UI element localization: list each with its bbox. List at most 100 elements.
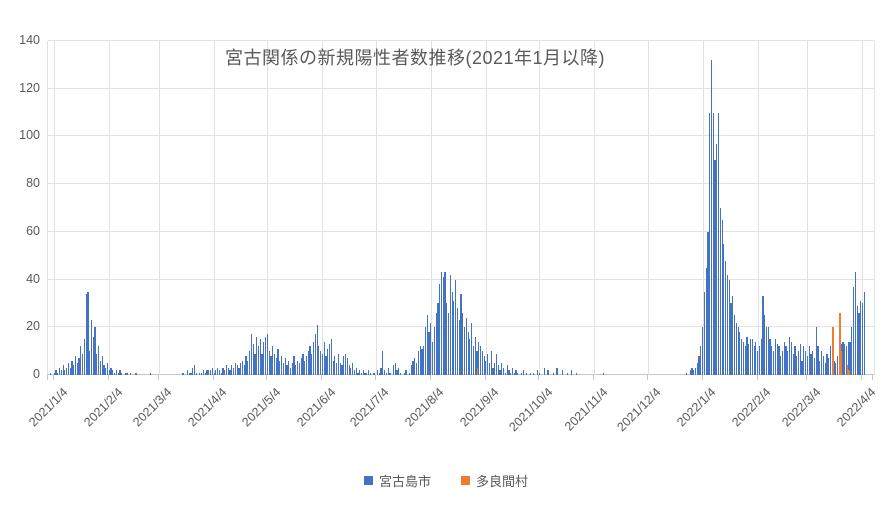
bar-miyakojima <box>710 60 713 375</box>
bar-miyakojima <box>822 355 824 375</box>
bar-miyakojima <box>341 365 343 375</box>
bar-miyakojima <box>774 339 776 375</box>
bar-miyakojima <box>749 339 752 375</box>
bar-miyakojima <box>256 336 258 375</box>
gridline-x <box>430 41 432 375</box>
bar-miyakojima <box>227 367 229 375</box>
y-axis-tick-label: 140 <box>19 33 40 47</box>
gridline-y <box>48 278 874 280</box>
bar-tarama <box>477 367 479 375</box>
bar-miyakojima <box>360 372 363 375</box>
bar-miyakojima <box>765 327 768 375</box>
bar-miyakojima <box>224 370 226 375</box>
x-axis-tick <box>593 375 595 380</box>
bar-miyakojima <box>272 346 274 375</box>
bar-miyakojima <box>826 353 828 375</box>
bar-miyakojima <box>552 372 554 375</box>
bar-miyakojima <box>465 317 467 375</box>
bar-miyakojima <box>462 312 464 375</box>
bar-miyakojima <box>108 370 110 375</box>
bar-miyakojima <box>449 274 451 375</box>
bar-miyakojima <box>316 324 318 375</box>
gridline-x <box>54 41 56 375</box>
bar-miyakojima <box>829 346 832 375</box>
bar-miyakojima <box>204 372 206 375</box>
bar-miyakojima <box>83 339 85 375</box>
x-axis-tick <box>321 375 323 380</box>
bar-miyakojima <box>801 360 803 375</box>
bar-miyakojima <box>249 351 251 375</box>
bar-miyakojima <box>300 358 302 375</box>
bar-miyakojima <box>792 353 794 375</box>
bar-miyakojima <box>520 372 522 375</box>
bar-tarama <box>848 370 850 375</box>
bar-miyakojima <box>430 322 432 375</box>
legend-swatch-icon <box>461 475 470 485</box>
bar-miyakojima <box>328 344 331 375</box>
bar-tarama <box>839 312 841 375</box>
bar-miyakojima <box>602 372 604 375</box>
gridline-x <box>375 41 377 375</box>
y-axis-tick-label: 60 <box>26 223 40 238</box>
bar-miyakojima <box>821 351 823 375</box>
bar-miyakojima <box>357 372 359 375</box>
bar-miyakojima <box>833 360 835 375</box>
bar-miyakojima <box>467 332 469 375</box>
bar-miyakojima <box>817 346 819 375</box>
x-axis-tick <box>538 375 540 380</box>
bar-miyakojima <box>241 360 244 375</box>
bar-miyakojima <box>471 322 473 375</box>
bar-miyakojima <box>803 346 805 375</box>
bar-miyakojima <box>314 334 316 375</box>
bar-miyakojima <box>385 372 387 375</box>
bar-miyakojima <box>225 365 228 375</box>
chart-title: 宮古関係の新規陽性者数推移(2021年1月以降) <box>224 48 606 68</box>
bar-miyakojima <box>700 346 702 375</box>
bar-miyakojima <box>149 372 151 375</box>
bar-miyakojima <box>320 351 322 375</box>
bar-miyakojima <box>295 365 297 375</box>
x-axis-tick-label: 2021/3/4 <box>130 385 175 430</box>
bar-miyakojima <box>723 243 725 375</box>
bar-miyakojima <box>71 360 73 375</box>
bar-miyakojima <box>444 272 446 375</box>
x-axis-tick-label: 2021/9/4 <box>457 385 502 430</box>
bar-miyakojima <box>350 367 352 375</box>
bar-miyakojima <box>343 355 345 375</box>
bar-miyakojima <box>831 353 833 375</box>
bar-miyakojima <box>416 363 418 375</box>
bar-miyakojima <box>748 344 750 375</box>
bar-miyakojima <box>201 372 203 375</box>
plot-area <box>47 40 875 375</box>
bar-miyakojima <box>499 370 501 375</box>
bar-miyakojima <box>508 370 510 375</box>
bar-tarama <box>846 365 848 375</box>
gridline-x <box>594 41 596 375</box>
bar-miyakojima <box>446 303 448 375</box>
bar-tarama <box>832 327 834 375</box>
x-axis-tick-label: 2022/1/4 <box>674 385 719 430</box>
bar-miyakojima <box>215 370 217 375</box>
bar-miyakojima <box>114 372 116 375</box>
bar-miyakojima <box>330 339 332 375</box>
bar-miyakojima <box>353 370 356 375</box>
bar-miyakojima <box>119 370 121 375</box>
legend-item-miyakojima: 宮古島市 <box>363 471 431 490</box>
bar-miyakojima <box>277 348 279 375</box>
bar-miyakojima <box>547 370 549 375</box>
bar-miyakojima <box>50 372 52 375</box>
bar-miyakojima <box>847 341 849 375</box>
bar-miyakojima <box>364 372 366 375</box>
bar-miyakojima <box>247 360 249 375</box>
bar-miyakojima <box>217 367 219 375</box>
x-axis-tick <box>484 375 486 380</box>
x-axis-tick <box>213 375 215 380</box>
bar-miyakojima <box>321 353 324 375</box>
bar-miyakojima <box>73 365 75 375</box>
bar-miyakojima <box>336 363 338 375</box>
bar-miyakojima <box>490 351 492 375</box>
bar-miyakojima <box>80 346 82 375</box>
bar-miyakojima <box>96 353 98 375</box>
bar-miyakojima <box>90 320 93 375</box>
gridline-x <box>322 41 324 375</box>
